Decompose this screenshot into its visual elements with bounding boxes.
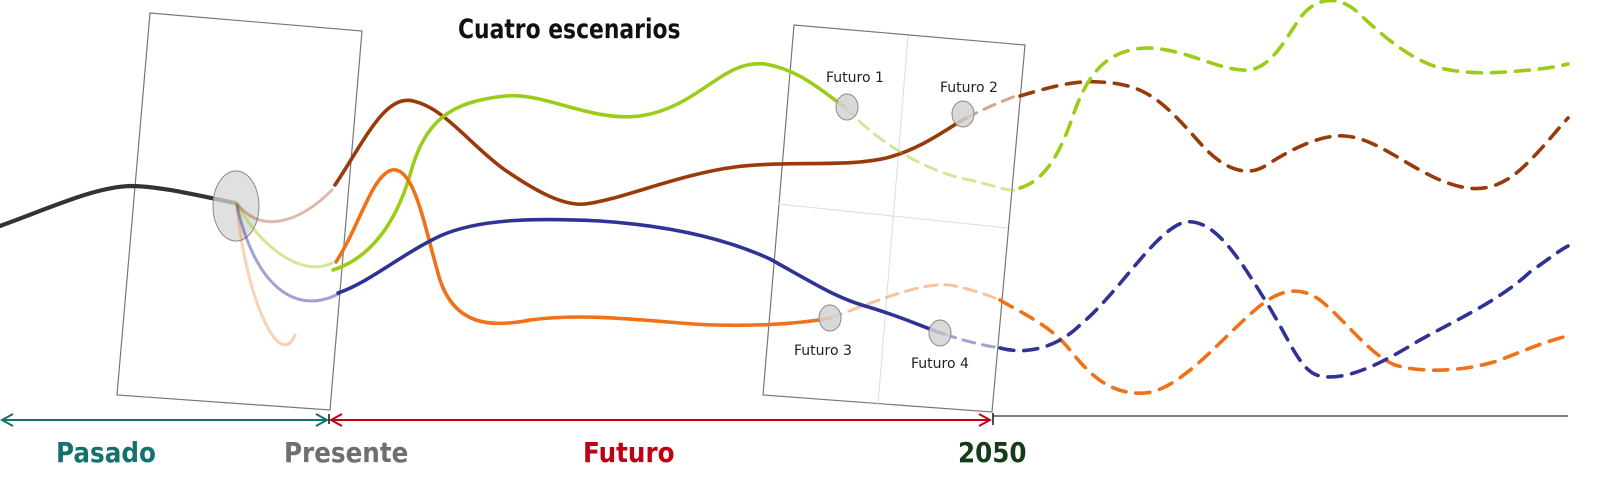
future-3-node xyxy=(818,304,842,332)
present-node xyxy=(212,170,260,242)
future-3-label: Futuro 3 xyxy=(794,343,852,359)
future-2-node xyxy=(951,100,975,128)
scenario-orange xyxy=(334,168,1570,395)
future-2-label: Futuro 2 xyxy=(940,80,998,96)
future-1-label: Futuro 1 xyxy=(826,70,884,86)
year-label: 2050 xyxy=(958,436,1027,469)
diagram-title: Cuatro escenarios xyxy=(458,14,681,45)
scenario-green xyxy=(331,0,1570,272)
future-label: Futuro xyxy=(583,436,675,469)
future-1-node xyxy=(835,93,859,121)
present-branches xyxy=(235,188,342,347)
future-4-node xyxy=(928,319,952,347)
present-label: Presente xyxy=(284,436,409,469)
future-4-label: Futuro 4 xyxy=(911,356,969,372)
past-label: Pasado xyxy=(56,436,156,469)
history-line xyxy=(0,183,238,229)
